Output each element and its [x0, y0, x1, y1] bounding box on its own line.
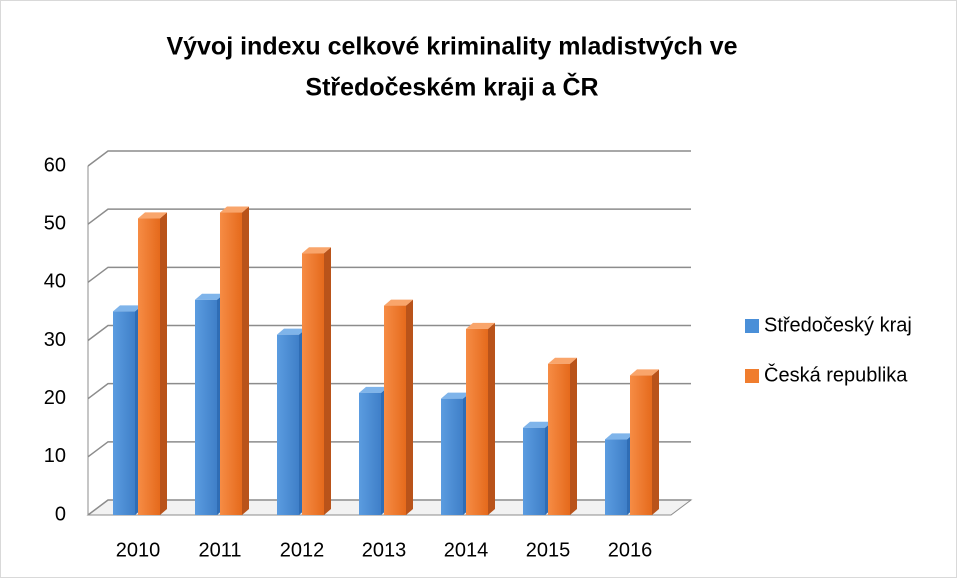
y-tick-label: 10 [44, 445, 66, 467]
bar [548, 363, 570, 515]
legend-label: Středočeský kraj [764, 314, 912, 336]
grid-line [87, 266, 691, 283]
bar [384, 305, 406, 515]
bar [277, 334, 299, 515]
legend-label: Česká republika [764, 363, 908, 386]
grid-line [87, 441, 691, 458]
bar-top [548, 357, 577, 364]
bar-top [523, 421, 552, 428]
bar [630, 375, 652, 515]
bar-top [277, 328, 306, 335]
x-tick-label: 2013 [362, 539, 407, 561]
bar [113, 311, 135, 515]
bar [302, 253, 324, 515]
bar [441, 398, 463, 515]
chart-title: Vývoj indexu celkové kriminality mladist… [166, 33, 737, 61]
bar [195, 299, 217, 515]
x-tick-label: 2014 [444, 539, 489, 561]
x-tick-label: 2012 [280, 539, 325, 561]
y-tick-label: 20 [44, 387, 66, 409]
bar-side [652, 369, 659, 515]
bar [359, 392, 381, 515]
legend-swatch [745, 319, 759, 333]
grid-line [87, 324, 691, 342]
bar-side [570, 357, 577, 515]
bar-side [242, 206, 249, 516]
grid-line [87, 382, 691, 400]
chart-title: Středočeském kraji a ČR [305, 72, 598, 102]
x-tick-label: 2016 [608, 539, 653, 561]
bar-top [359, 386, 388, 393]
bar-top [195, 293, 224, 300]
bar [523, 427, 545, 515]
bar-top [466, 322, 495, 329]
grid-line [87, 499, 691, 516]
bar-top [630, 369, 659, 376]
bar-side [406, 299, 413, 515]
y-tick-label: 40 [44, 271, 66, 293]
y-tick-label: 30 [44, 329, 66, 351]
legend-swatch [745, 369, 759, 383]
y-tick-label: 0 [55, 503, 66, 525]
bar-top [302, 247, 331, 254]
bar-side [324, 247, 331, 515]
bar-top [384, 299, 413, 306]
bar [605, 439, 627, 515]
bar [466, 328, 488, 515]
bar [138, 218, 160, 515]
grid-line [87, 150, 691, 167]
bar-top [441, 392, 470, 399]
bar-top [605, 433, 634, 440]
x-tick-label: 2015 [526, 539, 571, 561]
bar-top [113, 305, 142, 312]
grid-line [87, 208, 691, 225]
x-tick-label: 2010 [116, 539, 161, 561]
bar-side [160, 212, 167, 515]
x-tick-label: 2011 [198, 539, 241, 561]
bar [220, 212, 242, 516]
y-tick-label: 60 [44, 154, 66, 176]
y-tick-label: 50 [44, 212, 66, 234]
bar-side [488, 322, 495, 515]
bar-top [220, 206, 249, 213]
bar-top [138, 212, 167, 219]
